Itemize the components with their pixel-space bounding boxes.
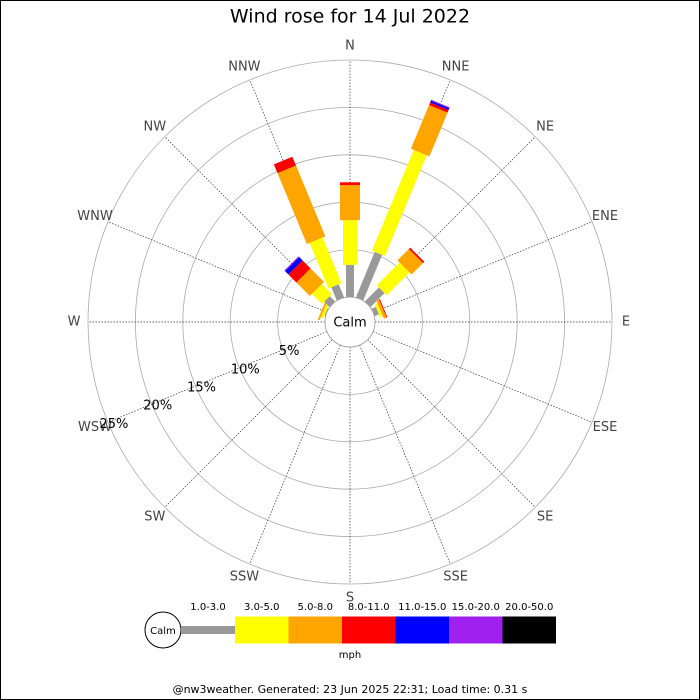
- bar-segment: [331, 284, 345, 301]
- bar-segment: [320, 304, 329, 319]
- legend-label: 3.0-5.0: [244, 602, 279, 613]
- bar-segment: [355, 251, 383, 301]
- bar-segment: [371, 149, 427, 257]
- bar-segment: [288, 260, 311, 283]
- direction-label: NNE: [442, 60, 470, 75]
- bar-segment: [430, 100, 450, 111]
- legend-swatch: [342, 616, 396, 644]
- direction-label: SE: [537, 510, 553, 525]
- ring-label: 5%: [279, 344, 300, 359]
- legend-swatch: [449, 616, 503, 644]
- bar-segment: [371, 306, 380, 317]
- bar-segment: [364, 287, 385, 308]
- direction-label: E: [622, 315, 630, 330]
- bar-segment: [374, 303, 383, 318]
- spoke: [372, 331, 593, 423]
- spoke: [107, 221, 328, 313]
- direction-label: NE: [536, 119, 554, 134]
- bar-segment: [376, 299, 387, 319]
- spoke: [367, 339, 536, 508]
- footer: @nw3weather. Generated: 23 Jun 2025 22:3…: [173, 683, 528, 696]
- bar-segment: [376, 262, 410, 296]
- bar-segment: [429, 102, 449, 113]
- direction-label: S: [346, 591, 354, 606]
- calm-circle: [324, 296, 376, 348]
- direction-label: NW: [144, 119, 167, 134]
- bar-segment: [343, 220, 357, 265]
- direction-label: ENE: [592, 209, 618, 224]
- legend-label: 11.0-15.0: [398, 602, 446, 613]
- direction-label: N: [345, 39, 355, 54]
- bar-segment: [317, 301, 328, 321]
- bar-segment: [324, 296, 336, 308]
- bar-segment: [346, 264, 354, 297]
- bar-segment: [378, 298, 388, 318]
- bar-segment: [273, 156, 296, 174]
- bar-segment: [296, 268, 324, 296]
- spoke: [107, 331, 328, 423]
- legend-calm-label: Calm: [150, 626, 176, 637]
- ring: [87, 59, 613, 585]
- direction-label: SSW: [230, 569, 260, 584]
- spoke: [164, 339, 333, 508]
- legend-label: 5.0-8.0: [298, 602, 333, 613]
- direction-label: NNW: [228, 60, 260, 75]
- direction-label: WSW: [78, 420, 112, 435]
- bar-segment: [430, 99, 450, 109]
- direction-label: WNW: [77, 209, 113, 224]
- legend-unit: mph: [339, 650, 361, 661]
- legend-swatch: [235, 616, 289, 644]
- legend-swatch: [181, 626, 235, 634]
- direction-label: SW: [144, 510, 165, 525]
- bar-segment: [311, 283, 332, 304]
- ring-label: 20%: [143, 399, 172, 414]
- direction-label: SSE: [443, 569, 468, 584]
- spoke: [372, 221, 593, 313]
- bar-segment: [410, 105, 448, 157]
- spoke: [359, 344, 451, 565]
- bar-segment: [397, 248, 424, 275]
- legend-label: 1.0-3.0: [190, 602, 225, 613]
- legend-swatch: [288, 616, 342, 644]
- bar-segment: [285, 257, 303, 275]
- legend-swatch: [502, 616, 556, 644]
- ring-label: 10%: [231, 362, 260, 377]
- ring-label: 25%: [99, 417, 128, 432]
- bar-segment: [309, 237, 342, 289]
- bar-segment: [277, 165, 326, 245]
- bar-segment: [408, 247, 425, 264]
- ring-label: 15%: [187, 380, 216, 395]
- direction-label: ESE: [593, 420, 618, 435]
- chart-title: Wind rose for 14 Jul 2022: [230, 6, 470, 28]
- bar-segment: [340, 185, 360, 221]
- legend-swatch: [395, 616, 449, 644]
- bar-segment: [284, 256, 300, 272]
- spoke: [249, 344, 341, 565]
- legend-label: 15.0-20.0: [452, 602, 500, 613]
- calm-label: Calm: [333, 316, 366, 331]
- legend-label: 20.0-50.0: [505, 602, 553, 613]
- direction-label: W: [68, 315, 81, 330]
- bar-segment: [340, 182, 360, 186]
- legend-label: 8.0-11.0: [348, 602, 390, 613]
